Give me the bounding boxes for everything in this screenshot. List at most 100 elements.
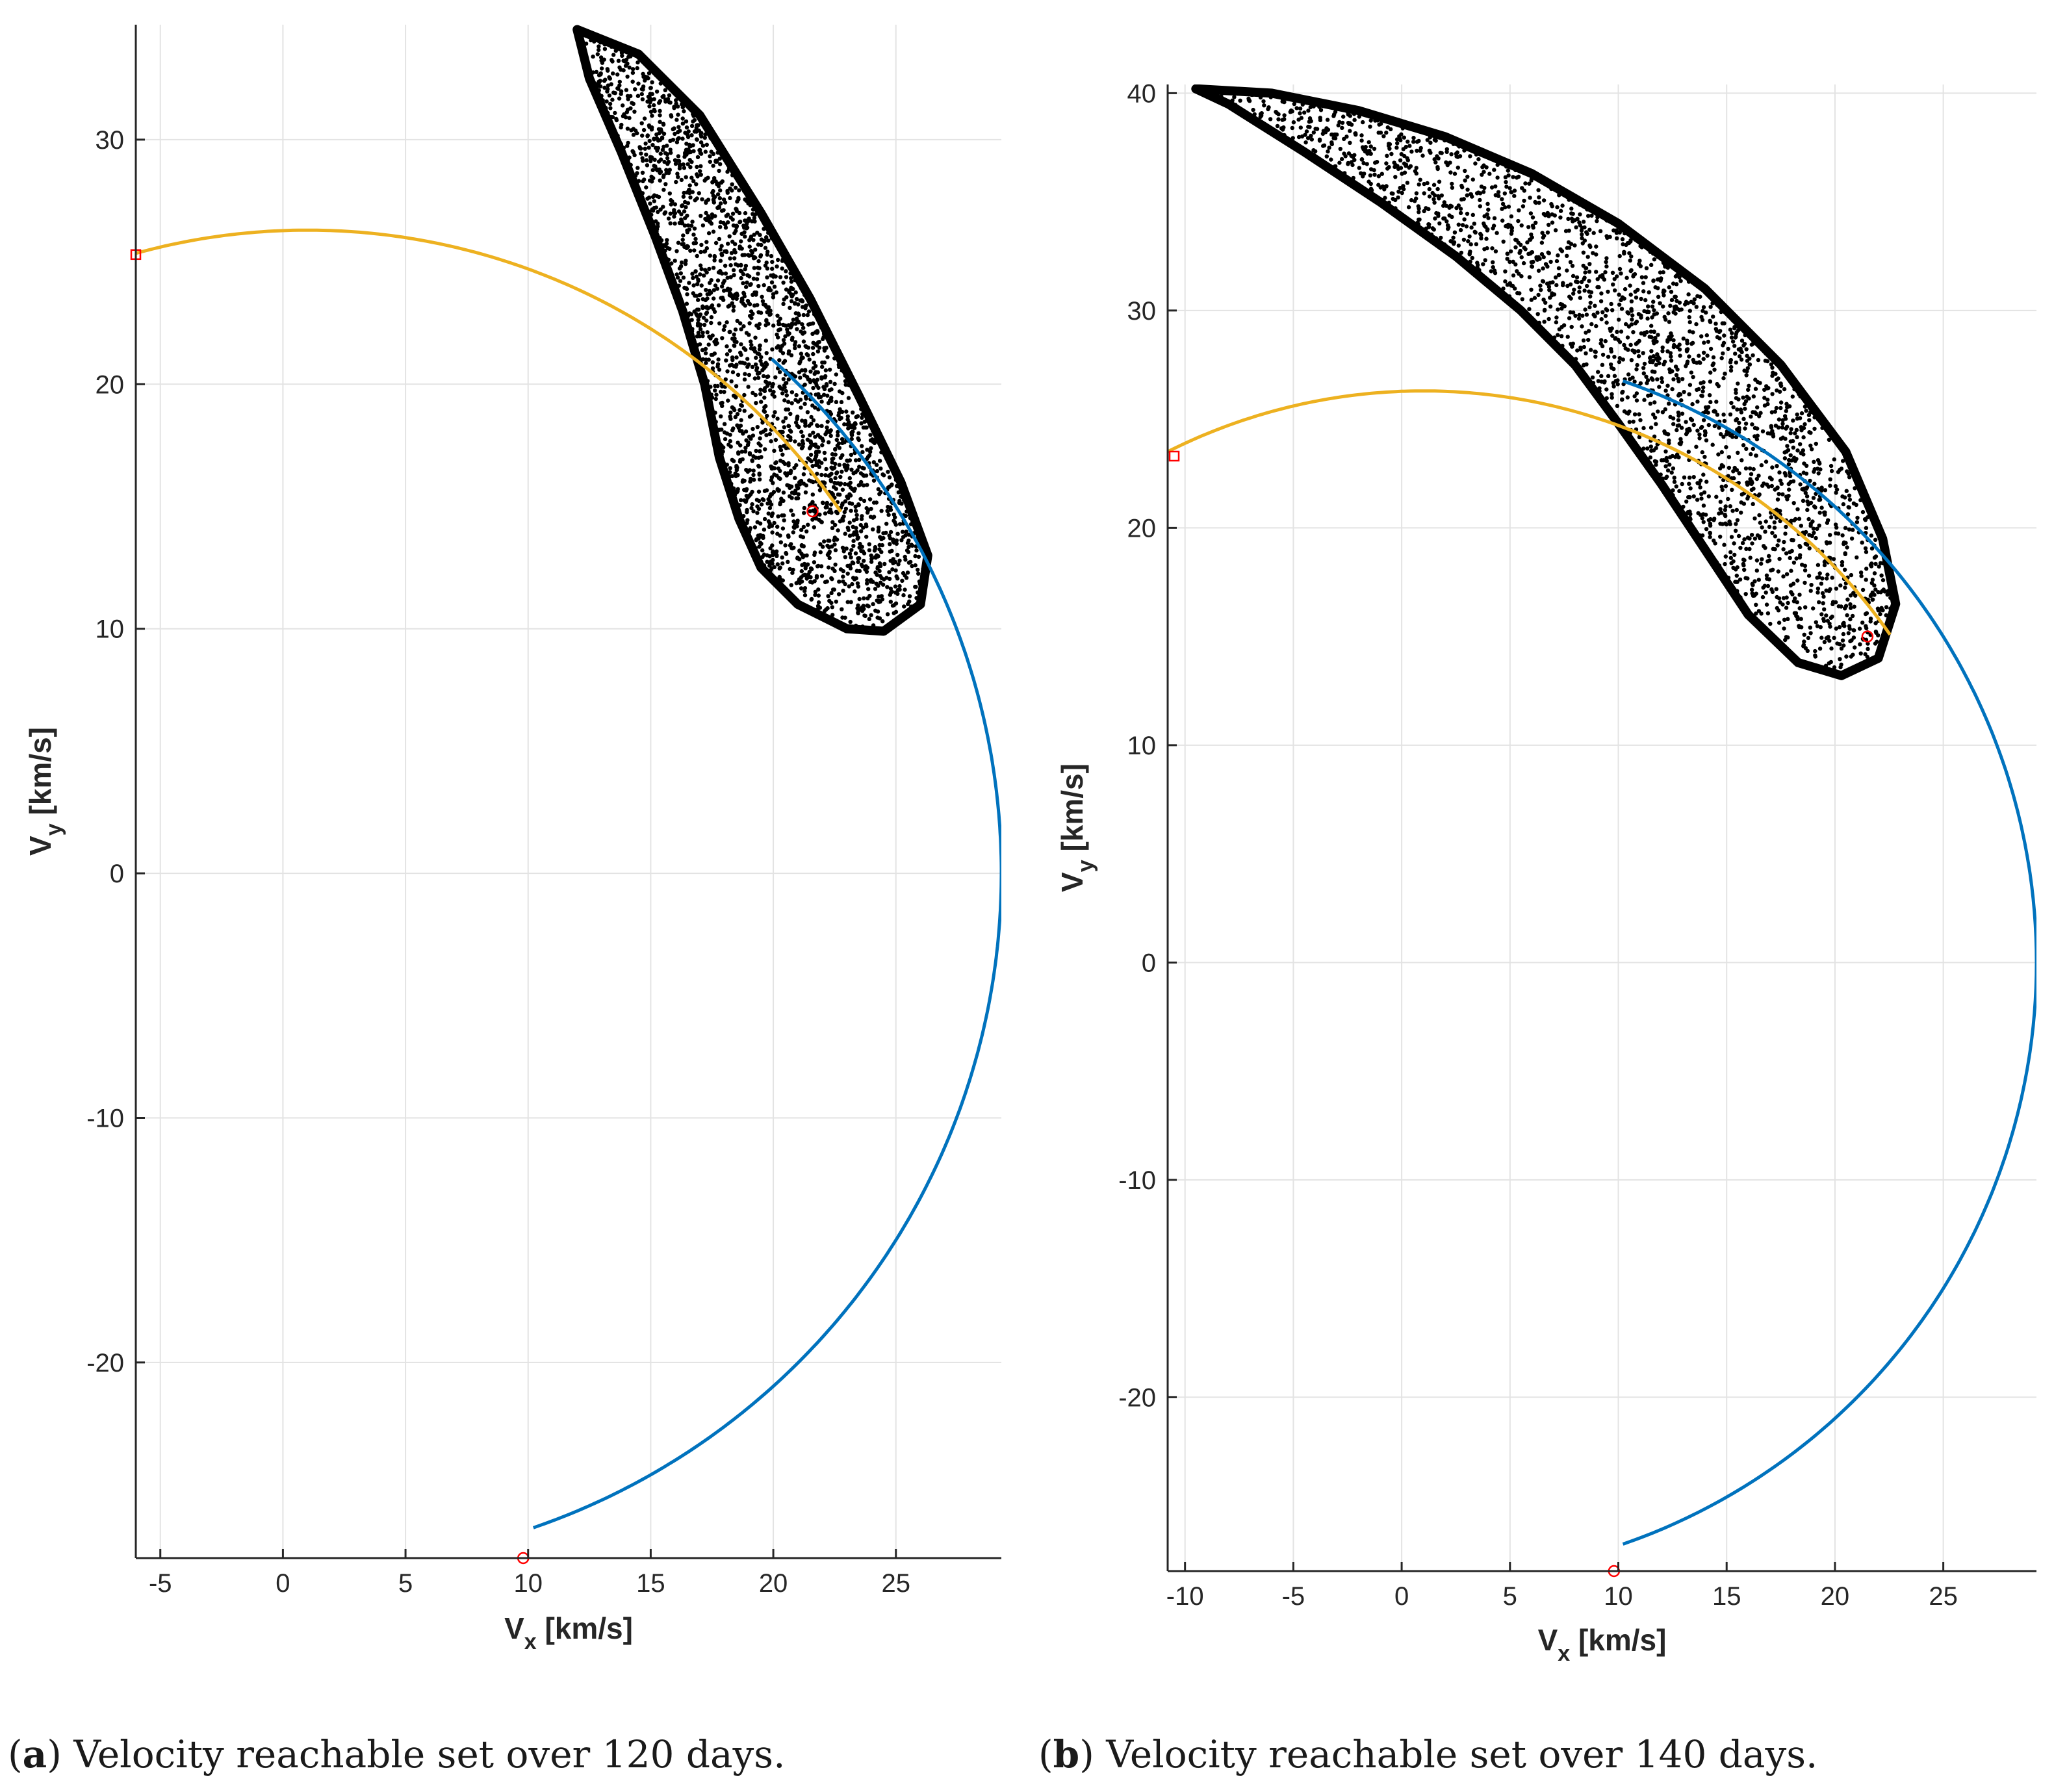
- reachable-point: [1217, 96, 1222, 101]
- reachable-point: [1767, 524, 1772, 530]
- reachable-point: [731, 406, 736, 411]
- reachable-point: [722, 471, 727, 476]
- reachable-point: [1795, 416, 1800, 421]
- reachable-point: [1677, 300, 1682, 305]
- reachable-point: [1731, 565, 1736, 570]
- reachable-point: [1449, 204, 1454, 209]
- reachable-point: [804, 352, 809, 357]
- reachable-point: [1479, 274, 1483, 279]
- reachable-point: [700, 330, 705, 335]
- reachable-point: [752, 376, 758, 381]
- reachable-point: [1777, 538, 1781, 543]
- reachable-point: [783, 543, 788, 548]
- reachable-point: [1628, 431, 1632, 435]
- reachable-point: [874, 463, 879, 467]
- reachable-point: [758, 311, 764, 315]
- reachable-point: [1714, 559, 1719, 565]
- reachable-point: [784, 381, 789, 385]
- reachable-point: [633, 87, 637, 92]
- reachable-point: [1238, 98, 1242, 103]
- reachable-point: [1729, 400, 1734, 405]
- reachable-point: [777, 580, 782, 585]
- reachable-point: [1778, 437, 1784, 441]
- reachable-point: [1701, 309, 1705, 313]
- reachable-point: [650, 142, 655, 147]
- reachable-point: [879, 450, 884, 455]
- reachable-point: [909, 522, 914, 526]
- reachable-point: [1651, 412, 1656, 417]
- reachable-point: [1701, 357, 1706, 361]
- y-axis-label: Vy [km/s]: [23, 727, 66, 856]
- reachable-point: [797, 548, 802, 553]
- reachable-point: [1708, 379, 1713, 384]
- reachable-point: [1591, 313, 1596, 317]
- reachable-point: [1318, 108, 1324, 112]
- reachable-point: [1886, 589, 1890, 593]
- reachable-point: [710, 366, 715, 371]
- reachable-point: [1706, 494, 1711, 499]
- reachable-point: [1463, 168, 1467, 173]
- reachable-point: [1365, 162, 1369, 166]
- reachable-point: [1676, 410, 1681, 415]
- reachable-point: [1760, 525, 1764, 530]
- reachable-point: [700, 304, 705, 309]
- reachable-point: [1433, 160, 1438, 165]
- reachable-point: [1667, 285, 1671, 290]
- reachable-point: [841, 549, 846, 554]
- reachable-point: [684, 205, 688, 210]
- reachable-point: [1435, 154, 1439, 159]
- reachable-point: [1795, 507, 1800, 511]
- reachable-point: [744, 198, 749, 203]
- reachable-point: [700, 197, 704, 201]
- reachable-point: [1422, 209, 1426, 214]
- reachable-point: [1357, 166, 1361, 170]
- reachable-point: [1803, 605, 1808, 609]
- reachable-point: [1742, 402, 1747, 407]
- reachable-point: [1812, 481, 1817, 486]
- reachable-point: [1343, 108, 1348, 113]
- reachable-point: [735, 318, 739, 324]
- reachable-point: [704, 200, 708, 205]
- reachable-point: [1522, 246, 1526, 250]
- reachable-point: [1656, 255, 1660, 259]
- reachable-point: [1444, 219, 1449, 224]
- reachable-point: [1649, 426, 1654, 430]
- reachable-point: [1554, 320, 1559, 325]
- reachable-point: [738, 518, 743, 523]
- reachable-point: [1698, 485, 1702, 490]
- reachable-point: [1747, 466, 1752, 471]
- reachable-point: [900, 530, 905, 534]
- reachable-point: [860, 549, 866, 554]
- reachable-point: [1441, 203, 1446, 208]
- reachable-point: [756, 489, 762, 494]
- reachable-point: [787, 349, 791, 353]
- reachable-point: [1787, 487, 1791, 492]
- reachable-point: [783, 334, 788, 339]
- reachable-point: [802, 402, 807, 406]
- reachable-point: [1393, 206, 1398, 211]
- reachable-point: [1624, 275, 1629, 280]
- reachable-point: [793, 439, 797, 444]
- reachable-point: [719, 209, 725, 213]
- reachable-point: [1643, 275, 1648, 279]
- reachable-point: [853, 421, 858, 426]
- reachable-point: [1871, 514, 1875, 519]
- reachable-point: [657, 101, 661, 105]
- reachable-point: [654, 136, 659, 141]
- reachable-point: [679, 212, 684, 216]
- reachable-point: [1760, 429, 1765, 434]
- reachable-point: [739, 403, 743, 407]
- reachable-point: [747, 321, 752, 326]
- reachable-point: [669, 202, 674, 207]
- reachable-point: [1654, 356, 1659, 361]
- reachable-point: [1755, 433, 1760, 438]
- reachable-point: [812, 378, 816, 383]
- reachable-point: [778, 275, 783, 279]
- reachable-point: [1593, 303, 1597, 308]
- reachable-point: [897, 522, 903, 526]
- reachable-point: [830, 452, 835, 457]
- reachable-point: [801, 524, 806, 530]
- reachable-point: [1702, 288, 1707, 292]
- reachable-point: [1482, 247, 1487, 251]
- reachable-point: [701, 369, 706, 374]
